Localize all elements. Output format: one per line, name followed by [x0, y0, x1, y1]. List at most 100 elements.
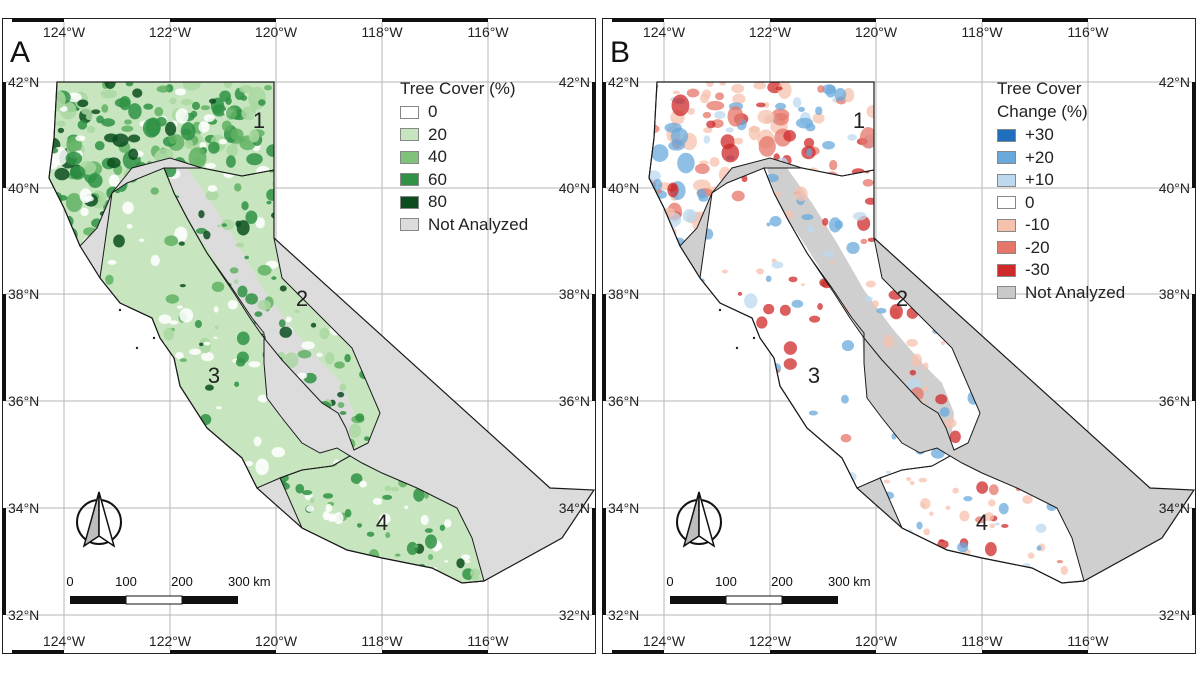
island: [718, 308, 722, 312]
latitude-label-left: 42°N: [8, 74, 39, 90]
legend-item: 80: [400, 191, 528, 214]
legend-title: Tree Cover: [997, 79, 1082, 98]
island: [118, 308, 122, 312]
legend-swatch: [997, 128, 1016, 142]
north-arrow-icon: [676, 491, 722, 548]
legend-label: -10: [1025, 215, 1050, 235]
region-number: 1: [253, 108, 265, 133]
latitude-label-left: 38°N: [608, 286, 639, 302]
longitude-label-top: 116°W: [1067, 24, 1109, 40]
frame-bar-left: [602, 508, 606, 615]
legend-item: -10: [997, 214, 1125, 237]
legend-item: +20: [997, 147, 1125, 170]
legend-title: Tree Cover (%): [400, 79, 516, 98]
legend-item: -20: [997, 237, 1125, 260]
frame-bar-bottom: [612, 650, 664, 654]
north-arrow-icon: [76, 491, 122, 548]
legend-label: 20: [428, 124, 447, 144]
frame-bar-left: [2, 294, 6, 401]
latitude-label-right: 40°N: [559, 180, 590, 196]
region-number: 3: [208, 363, 220, 388]
latitude-label-left: 34°N: [8, 500, 39, 516]
legend-swatch: [400, 105, 419, 119]
island: [135, 346, 139, 350]
frame-bar-right: [592, 508, 596, 615]
frame-bar-bottom: [170, 650, 276, 654]
scale-bar-label: 0: [66, 574, 73, 589]
frame-bar-left: [602, 294, 606, 401]
frame-bar-top: [612, 18, 664, 22]
panel-letter: B: [610, 36, 630, 69]
latitude-label-left: 32°N: [8, 607, 39, 623]
map-panel-tree-cover: 124°W 124°W 122°W 122°W 120°W 120°W 118°W 118°W…: [2, 18, 596, 654]
longitude-label-bottom: 118°W: [961, 633, 1003, 649]
latitude-label-left: 34°N: [608, 500, 639, 516]
latitude-label-right: 42°N: [1159, 74, 1190, 90]
latitude-label-right: 42°N: [559, 74, 590, 90]
frame-bar-left: [2, 82, 6, 188]
latitude-label-left: 32°N: [608, 607, 639, 623]
scale-bar: [70, 595, 238, 605]
longitude-label-top: 118°W: [361, 24, 403, 40]
island: [735, 346, 739, 350]
map-panel-tree-cover-change: 124°W 124°W 122°W 122°W 120°W 120°W 118°W 118°W…: [602, 18, 1196, 654]
longitude-label-top: 124°W: [643, 24, 686, 40]
longitude-label-bottom: 124°W: [643, 633, 686, 649]
legend-item: 0: [997, 192, 1125, 215]
legend-swatch: [997, 151, 1016, 165]
region-number: 2: [896, 286, 908, 311]
legend-item: 40: [400, 146, 528, 169]
scale-bar-label: 100: [115, 574, 137, 589]
state-boundary: [48, 81, 596, 584]
frame-bar-bottom: [770, 650, 876, 654]
longitude-label-top: 120°W: [255, 24, 298, 40]
region-number: 3: [808, 363, 820, 388]
legend-swatch: [997, 173, 1016, 187]
legend-label: +20: [1025, 147, 1054, 167]
frame-bar-bottom: [12, 650, 64, 654]
legend-item: 0: [400, 101, 528, 124]
latitude-label-right: 40°N: [1159, 180, 1190, 196]
latitude-label-left: 40°N: [8, 180, 39, 196]
panel-letter: A: [10, 36, 30, 69]
legend-item: +30: [997, 124, 1125, 147]
island: [752, 336, 756, 340]
frame-bar-top: [982, 18, 1088, 22]
legend-swatch: [997, 263, 1016, 277]
legend-swatch: [400, 218, 419, 232]
latitude-label-right: 34°N: [559, 500, 590, 516]
legend-item: +10: [997, 169, 1125, 192]
latitude-label-right: 34°N: [1159, 500, 1190, 516]
legend-swatch: [400, 150, 419, 164]
longitude-label-bottom: 118°W: [361, 633, 403, 649]
longitude-label-bottom: 124°W: [43, 633, 86, 649]
legend-swatch: [997, 286, 1016, 300]
region-number: 1: [853, 108, 865, 133]
scale-bar-label: 300 km: [228, 574, 271, 589]
scale-bar-label: 300 km: [828, 574, 871, 589]
frame-bar-bottom: [982, 650, 1088, 654]
legend-label: 40: [428, 147, 447, 167]
legend-label: 60: [428, 169, 447, 189]
frame-bar-right: [592, 82, 596, 188]
scale-bar-label: 200: [771, 574, 793, 589]
legend-swatch: [400, 195, 419, 209]
legend-item: Not Analyzed: [400, 214, 528, 237]
frame-bar-top: [770, 18, 876, 22]
latitude-label-right: 36°N: [1159, 393, 1190, 409]
region-number: 4: [376, 510, 388, 535]
longitude-label-top: 122°W: [149, 24, 192, 40]
latitude-label-right: 38°N: [559, 286, 590, 302]
frame-bar-top: [12, 18, 64, 22]
legend-label: 80: [428, 192, 447, 212]
latitude-label-right: 32°N: [559, 607, 590, 623]
legend-title: Change (%): [997, 102, 1088, 121]
legend-item: 20: [400, 124, 528, 147]
map-canvas: 124°W 124°W 122°W 122°W 120°W 120°W 118°W 118°W…: [2, 18, 596, 654]
state-boundary: [648, 81, 1196, 584]
longitude-label-bottom: 122°W: [149, 633, 192, 649]
frame-bar-top: [170, 18, 276, 22]
latitude-label-right: 38°N: [1159, 286, 1190, 302]
scale-bar-label: 100: [715, 574, 737, 589]
latitude-label-right: 32°N: [1159, 607, 1190, 623]
